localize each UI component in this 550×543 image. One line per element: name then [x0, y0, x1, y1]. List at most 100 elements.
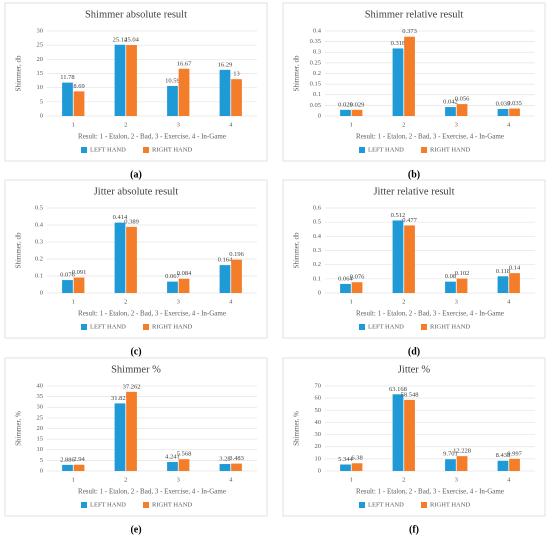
legend-label: RIGHT HAND	[152, 323, 192, 330]
y-tick-label: 0.4	[313, 233, 322, 240]
value-label: 0.373	[402, 28, 417, 35]
chart-panel: Shimmer absolute result 0 5 10 15 20 25 30 Shimm…	[4, 2, 268, 180]
bar	[114, 222, 126, 293]
value-label: 5.344	[338, 456, 353, 463]
value-label: 0.076	[350, 274, 365, 281]
bar	[456, 456, 468, 471]
y-tick-label: 0.5	[35, 204, 43, 211]
y-axis-label: Shimmer, %	[15, 411, 23, 446]
y-tick-label: 30	[37, 27, 44, 34]
value-label: 0.196	[229, 251, 244, 258]
y-tick-label: 30	[315, 431, 322, 438]
bar	[445, 459, 456, 471]
value-label: 0.118	[496, 268, 510, 275]
value-label: 0.064	[338, 275, 353, 282]
bar	[62, 82, 73, 116]
x-tick-label: 1	[72, 476, 75, 483]
bar	[231, 259, 242, 293]
x-tick-label: 1	[350, 476, 353, 483]
value-label: 5.568	[177, 451, 192, 458]
value-label: 4.241	[165, 453, 180, 460]
legend-label: RIGHT HAND	[430, 501, 470, 508]
y-tick-label: 0	[40, 289, 43, 296]
value-label: 37.262	[123, 383, 141, 390]
y-tick-label: 0.3	[35, 238, 43, 245]
value-label: 0.102	[455, 270, 470, 277]
caption: (f)	[409, 524, 419, 535]
y-tick-label: 20	[37, 425, 44, 432]
legend-swatch	[421, 147, 427, 153]
bar	[73, 277, 85, 293]
chart-title: Jitter absolute result	[94, 186, 179, 197]
x-tick-label: 1	[350, 121, 353, 128]
bar	[219, 464, 231, 471]
legend-label: RIGHT HAND	[152, 501, 192, 508]
x-axis-label: Result: 1 - Etalon, 2 - Bad, 3 - Exercis…	[78, 310, 226, 318]
bar	[404, 36, 415, 116]
x-axis-label: Result: 1 - Etalon, 2 - Bad, 3 - Exercis…	[356, 133, 504, 141]
y-tick-label: 5	[40, 98, 43, 105]
value-label: 0.029	[350, 101, 365, 108]
legend-label: LEFT HAND	[368, 501, 404, 508]
bar	[219, 265, 231, 293]
value-label: 0.056	[455, 96, 470, 103]
x-tick-label: 3	[455, 298, 458, 305]
x-tick-label: 3	[177, 298, 180, 305]
x-tick-label: 2	[124, 476, 127, 483]
x-tick-label: 3	[455, 121, 458, 128]
y-tick-label: 10	[37, 446, 44, 453]
x-tick-label: 4	[229, 476, 233, 483]
y-tick-label: 0.2	[313, 261, 321, 268]
legend-label: LEFT HAND	[90, 501, 126, 508]
legend-label: LEFT HAND	[90, 323, 126, 330]
y-tick-label: 70	[315, 382, 322, 389]
chart-panel: Jitter relative result 0 0.1 0.2 0.3 0.4 0.5 0.…	[282, 179, 546, 357]
bar	[392, 220, 404, 293]
y-tick-label: 25	[37, 414, 44, 421]
bar	[73, 464, 85, 471]
chart-title: Shimmer absolute result	[85, 9, 187, 20]
y-tick-label: 0.05	[310, 102, 321, 109]
caption: (d)	[408, 346, 420, 357]
chart-panel: Jitter absolute result 0 0.1 0.2 0.3 0.4 0.5 Sh…	[4, 179, 268, 357]
value-label: 0.042	[443, 99, 458, 106]
bar	[456, 278, 468, 293]
value-label: 12.228	[453, 448, 471, 455]
value-label: 16.67	[177, 60, 192, 67]
bar	[445, 281, 456, 293]
value-label: 0.08	[445, 273, 456, 280]
bar	[392, 394, 404, 471]
y-tick-label: 0.6	[313, 204, 322, 211]
bar	[351, 282, 363, 293]
legend-label: LEFT HAND	[90, 146, 126, 153]
y-tick-label: 0	[40, 112, 43, 119]
value-label: 2.886	[60, 456, 75, 463]
bar	[178, 68, 190, 116]
y-tick-label: 0.1	[313, 91, 321, 98]
bar	[178, 459, 190, 471]
x-axis-label: Result: 1 - Etalon, 2 - Bad, 3 - Exercis…	[356, 488, 504, 496]
value-label: 8.69	[73, 83, 84, 90]
bar	[509, 458, 520, 471]
bar	[231, 79, 242, 116]
y-tick-label: 0	[318, 467, 321, 474]
bar	[456, 104, 468, 116]
bar	[167, 85, 178, 116]
x-tick-label: 2	[124, 298, 127, 305]
y-tick-label: 10	[37, 84, 44, 91]
value-label: 0.076	[60, 272, 75, 279]
value-label: 25.14	[113, 36, 128, 43]
value-label: 9.701	[443, 451, 458, 458]
value-label: 25.04	[124, 37, 139, 44]
x-tick-label: 1	[350, 298, 353, 305]
y-tick-label: 40	[37, 382, 44, 389]
caption: (a)	[130, 169, 142, 180]
legend-label: LEFT HAND	[368, 323, 404, 330]
y-tick-label: 0.3	[313, 247, 321, 254]
bar	[351, 109, 363, 116]
y-tick-label: 5	[40, 457, 43, 464]
legend-swatch	[143, 147, 149, 153]
y-tick-label: 20	[37, 56, 44, 63]
chart-panel: Jitter % 0 10 20 30 40 50 60 70 Shimmer, % 1 2 3 4Res…	[282, 357, 546, 535]
x-tick-label: 2	[402, 298, 405, 305]
